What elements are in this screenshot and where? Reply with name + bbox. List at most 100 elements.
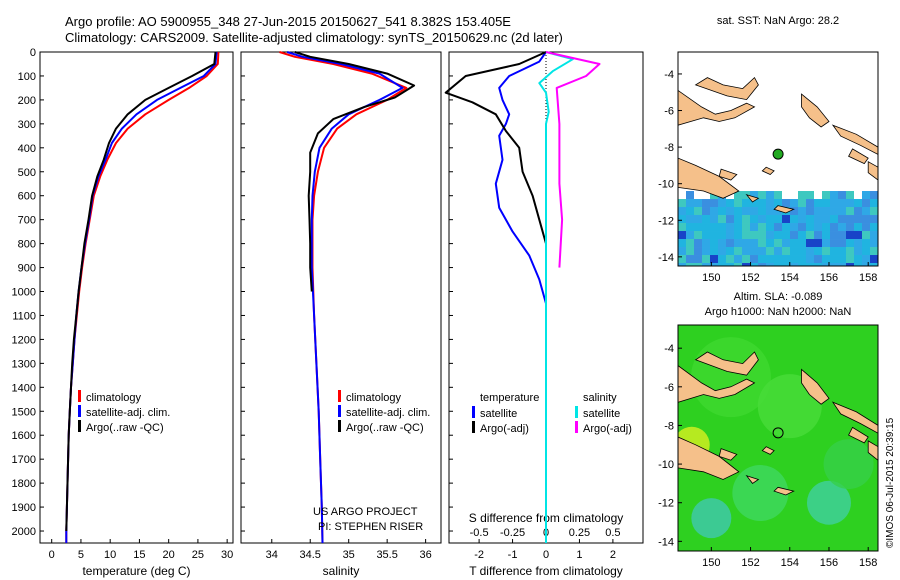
series-satellite	[65, 51, 218, 543]
land-polygon	[761, 166, 775, 175]
land-polygon	[745, 193, 760, 203]
map-y-tick-label: -8	[664, 420, 674, 432]
sst-cell	[694, 231, 702, 240]
sst-cell	[822, 247, 830, 256]
sst-cell	[750, 191, 758, 200]
sst-cell	[742, 199, 750, 208]
sst-cell	[734, 215, 742, 224]
sst-cell	[710, 255, 718, 264]
panel-frame	[240, 51, 442, 544]
legend-swatch	[78, 390, 81, 402]
x-tick-label: -1	[508, 549, 518, 561]
legend-label: climatology	[346, 392, 402, 404]
sst-cell	[814, 239, 822, 248]
sst-cell	[734, 263, 742, 266]
map-title: sat. SST: NaN Argo: 28.2	[717, 15, 839, 27]
sst-cell	[726, 215, 734, 224]
legend-swatch	[472, 421, 475, 433]
sst-cell	[838, 239, 846, 248]
x-axis-label: T difference from climatology	[469, 564, 623, 578]
map-y-tick-label: -4	[664, 69, 674, 81]
map-subtitle: Argo h1000: NaN h2000: NaN	[705, 306, 852, 318]
panel-salinity-profile: 34 34.5 35 35.5 36 salinity climatology satelli…	[240, 51, 442, 578]
legend-label: satellite	[480, 408, 517, 420]
land-polygon	[848, 148, 869, 165]
y-tick-label: 1200	[12, 334, 36, 346]
sst-cell	[798, 263, 806, 266]
sst-cell	[854, 239, 862, 248]
sst-cell	[790, 223, 798, 232]
series-climatology	[279, 51, 408, 544]
sst-cell	[782, 255, 790, 264]
x-tick-label: 1	[576, 549, 582, 561]
project-label: US ARGO PROJECT	[313, 506, 418, 518]
sst-cell	[686, 263, 694, 266]
sst-cell	[694, 223, 702, 232]
sst-cell	[734, 207, 742, 216]
sst-cell	[814, 215, 822, 224]
sst-cell	[814, 199, 822, 208]
header-line2: Climatology: CARS2009. Satellite-adjuste…	[65, 30, 563, 45]
sst-cell	[838, 207, 846, 216]
s-tick-label: 0.25	[569, 527, 590, 539]
sst-cell	[838, 247, 846, 256]
sst-cell	[806, 247, 814, 256]
sst-cell	[846, 223, 854, 232]
sst-cell	[822, 223, 830, 232]
sst-cell	[798, 223, 806, 232]
sst-cell	[870, 207, 878, 216]
series-salinity-argo	[545, 51, 601, 268]
x-axis-label: salinity	[323, 564, 360, 578]
legend-header-temperature: temperature	[480, 392, 539, 404]
sst-cell	[838, 191, 846, 200]
s-tick-label: -0.25	[500, 527, 525, 539]
sst-cell	[870, 239, 878, 248]
sst-cell	[702, 207, 710, 216]
panel-temperature-profile: 0100200300400500600700800900100011001200…	[12, 47, 234, 578]
sst-cell	[766, 199, 774, 208]
map-x-tick-label: 152	[741, 557, 759, 569]
sst-cell	[758, 247, 766, 256]
sst-cell	[814, 223, 822, 232]
sst-cell	[798, 199, 806, 208]
legend-label: satellite-adj. clim.	[86, 407, 170, 419]
sst-cell	[806, 207, 814, 216]
sst-cell	[790, 239, 798, 248]
sst-cell	[686, 223, 694, 232]
sst-cell	[854, 255, 862, 264]
map-y-tick-label: -10	[658, 179, 674, 191]
sst-cell	[814, 207, 822, 216]
credit-label: ©IMOS 06-Jul-2015 20:39:15	[885, 417, 896, 548]
sst-cell	[838, 231, 846, 240]
map-y-tick-label: -6	[664, 382, 674, 394]
sst-cell	[798, 215, 806, 224]
sst-cell	[726, 255, 734, 264]
sst-cell	[814, 255, 822, 264]
sst-cell	[838, 255, 846, 264]
series-temperature-argo	[444, 51, 547, 244]
sst-cell	[782, 263, 790, 266]
sst-cell	[766, 247, 774, 256]
sst-cell	[870, 247, 878, 256]
sst-cell	[686, 207, 694, 216]
sst-cell	[838, 215, 846, 224]
legend-swatch	[338, 390, 341, 402]
sst-cell	[862, 223, 870, 232]
y-tick-label: 0	[30, 47, 36, 59]
sst-cell	[766, 207, 774, 216]
sst-cell	[774, 247, 782, 256]
sst-cell	[798, 247, 806, 256]
x-axis-label: temperature (deg C)	[82, 564, 190, 578]
x-tick-label: -2	[474, 549, 484, 561]
sst-cell	[862, 231, 870, 240]
sst-cell	[758, 255, 766, 264]
sst-cell	[822, 199, 830, 208]
legend-swatch	[472, 406, 475, 418]
y-tick-label: 100	[18, 71, 36, 83]
sst-cell	[830, 255, 838, 264]
sst-cell	[702, 199, 710, 208]
sst-cell	[822, 207, 830, 216]
land-polygon	[745, 474, 760, 484]
sst-cell	[726, 231, 734, 240]
